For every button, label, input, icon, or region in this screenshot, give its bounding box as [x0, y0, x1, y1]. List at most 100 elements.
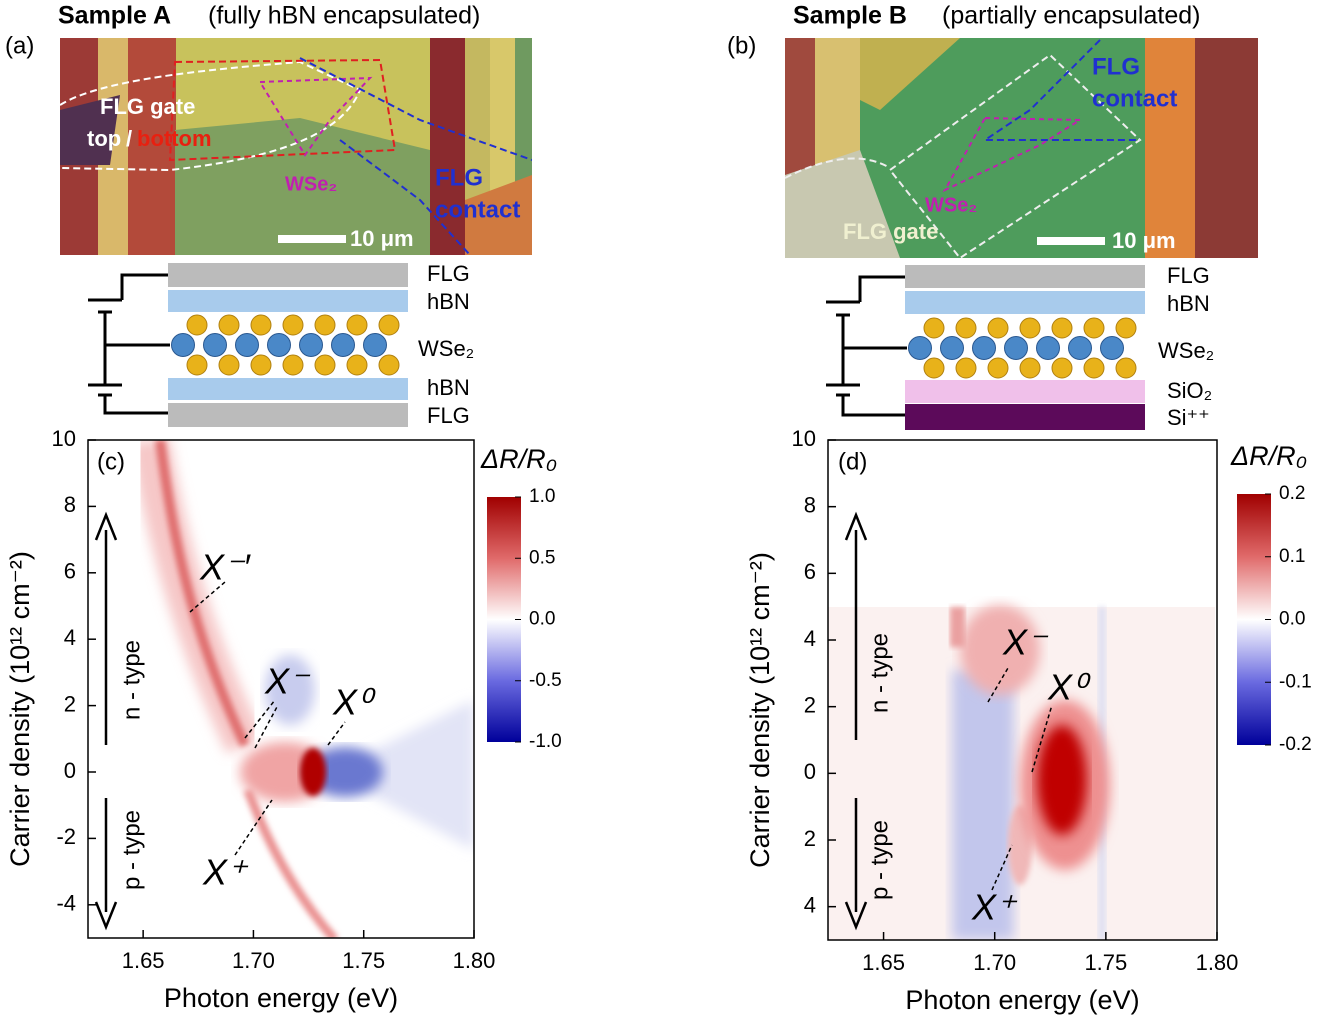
layer: [905, 404, 1145, 430]
annotation: X⁰: [332, 682, 376, 723]
y-tick-label: -2: [56, 824, 76, 849]
arrow: [94, 798, 118, 931]
heatmap: [130, 440, 474, 938]
layer: [905, 265, 1145, 288]
panel-label: (a): [5, 32, 34, 59]
atom: [1051, 317, 1073, 339]
y-tick-label: 6: [64, 559, 76, 584]
panel-title: Sample A: [58, 2, 171, 30]
x-axis-title: Photon energy (eV): [905, 985, 1139, 1015]
image-label: bottom: [137, 126, 212, 151]
x-tick-label: 1.80: [453, 948, 496, 973]
layer-label: hBN: [427, 375, 470, 400]
leader: [189, 581, 346, 856]
atom: [250, 354, 272, 376]
scale-label: 10 μm: [350, 226, 414, 251]
atom: [987, 357, 1009, 379]
stripe: [1145, 38, 1195, 258]
colorbar-tick-label: 0.0: [1279, 609, 1305, 630]
arrows: [94, 511, 868, 931]
atom: [1019, 317, 1041, 339]
atom: [923, 317, 945, 339]
annotation: X⁺: [971, 887, 1018, 928]
atom: [235, 333, 259, 357]
colorbar-tick-label: -0.5: [529, 670, 562, 691]
atom: [972, 336, 996, 360]
layer-label: WSe₂: [418, 336, 474, 361]
atom: [314, 314, 336, 336]
atom: [1083, 357, 1105, 379]
circuit: [88, 273, 170, 415]
colorbar-tick-label: -1.0: [529, 731, 562, 752]
annotation: X⁻′: [199, 547, 251, 588]
atom: [940, 336, 964, 360]
x-axis-title: Photon energy (eV): [164, 983, 398, 1013]
image-label: /: [126, 126, 132, 151]
y-tick-label: 2: [804, 826, 816, 851]
atom: [1051, 357, 1073, 379]
panel-title: Sample B: [793, 2, 907, 30]
atom: [1115, 357, 1137, 379]
layer-label: FLG: [427, 261, 470, 286]
carrier-type: n - type: [118, 640, 145, 720]
arrow: [94, 511, 118, 745]
y-tick-label: 0: [804, 759, 816, 784]
circuit: [826, 275, 907, 417]
annotation: X⁻: [264, 661, 311, 702]
layer-label: FLG: [1167, 263, 1210, 288]
layer: [905, 380, 1145, 403]
micrograph: FLG gate top / bottom WSe₂ FLG contact 1…: [60, 38, 532, 255]
colorbar-tick-label: 1.0: [529, 486, 555, 507]
atom: [218, 354, 240, 376]
plot-frame: [87, 439, 475, 939]
y-tick-label: 4: [804, 626, 816, 651]
atom: [346, 354, 368, 376]
annotation: X⁰: [1047, 667, 1091, 708]
atom: [346, 314, 368, 336]
x-tick-label: 1.65: [122, 948, 165, 973]
outline: [258, 76, 373, 157]
colorbar-tick-label: -0.1: [1279, 671, 1312, 692]
atom: [299, 333, 323, 357]
outline: [981, 39, 1140, 141]
outline: [785, 157, 891, 179]
y-tick-label: 8: [804, 492, 816, 517]
y-axis-title: Carrier density (10¹² cm⁻²): [5, 551, 35, 867]
stripe: [128, 38, 176, 255]
image-label: FLG gate: [843, 219, 938, 244]
region: [60, 95, 120, 165]
x-tick-label: 1.65: [862, 950, 905, 975]
layer-label: SiO₂: [1167, 378, 1212, 403]
atom: [955, 317, 977, 339]
atom: [987, 317, 1009, 339]
y-tick-label: 2: [804, 692, 816, 717]
atom: [363, 333, 387, 357]
colorbar-tick-label: 0.1: [1279, 546, 1305, 567]
arrow: [844, 798, 868, 931]
blob: [307, 747, 383, 797]
image-label: WSe₂: [285, 173, 337, 195]
atom: [1036, 336, 1060, 360]
atom: [378, 354, 400, 376]
atom: [1068, 336, 1092, 360]
annotation: X⁺: [202, 852, 249, 893]
region: [860, 38, 960, 110]
x-tick-label: 1.70: [973, 950, 1016, 975]
atom: [203, 333, 227, 357]
carrier-type: p - type: [118, 810, 145, 890]
layer: [168, 403, 408, 427]
colorbar-title: ΔR/R₀: [1230, 441, 1307, 471]
image-label: top: [87, 126, 121, 151]
atom: [923, 357, 945, 379]
atom: [186, 354, 208, 376]
atom: [171, 333, 195, 357]
atom: [314, 354, 336, 376]
panel-subtitle: (fully hBN encapsulated): [208, 2, 480, 30]
band: [952, 670, 1014, 940]
atom: [250, 314, 272, 336]
blob: [1037, 725, 1087, 835]
panel-label: (c): [97, 448, 125, 475]
carrier-type: p - type: [866, 820, 893, 900]
blob: [960, 605, 1040, 695]
layer-label: hBN: [427, 289, 470, 314]
